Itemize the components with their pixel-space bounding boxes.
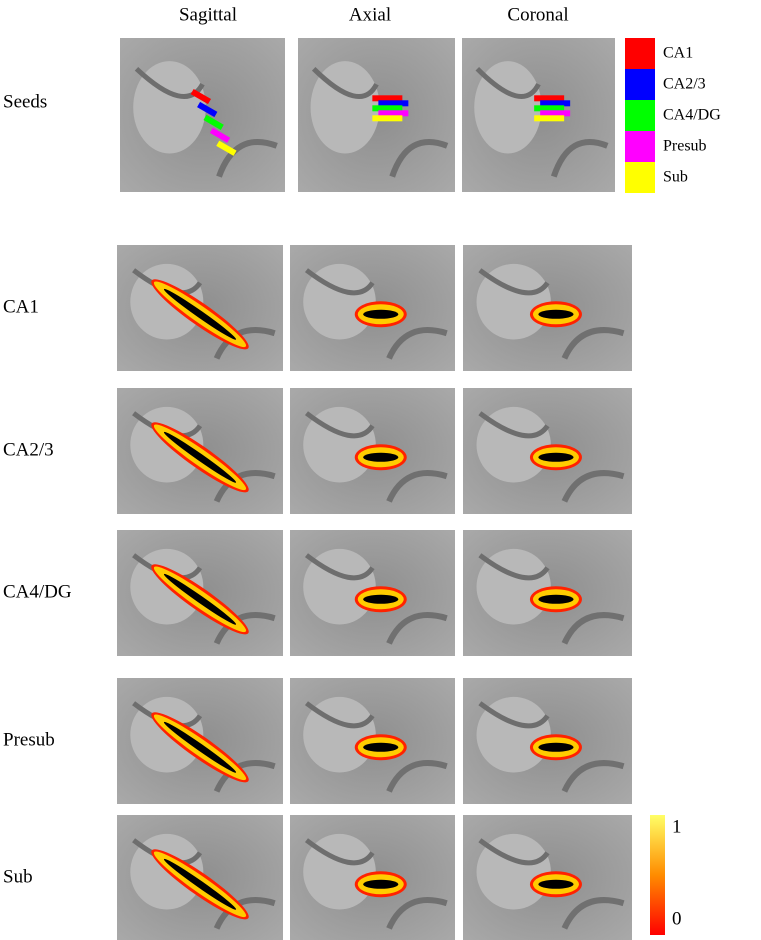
seed-region (534, 115, 565, 122)
sulcus (304, 411, 375, 439)
seed-core (363, 309, 399, 319)
legend-swatch (625, 131, 655, 162)
seed-core (538, 309, 574, 319)
legend-label: CA4/DG (663, 107, 721, 124)
legend-label: CA2/3 (663, 76, 706, 93)
sulcus (311, 67, 379, 99)
column-header: Sagittal (179, 4, 237, 25)
sulcus (475, 67, 541, 99)
brain-slice (120, 38, 285, 192)
row-label: CA2/3 (3, 439, 54, 460)
brain-slice (117, 530, 283, 656)
sulcus (478, 411, 550, 439)
sulcus (216, 139, 278, 178)
column-header: Axial (349, 4, 391, 25)
seed-core (538, 742, 574, 752)
seed-core (363, 452, 399, 462)
sulcus (304, 268, 375, 296)
colorbar (650, 815, 665, 935)
brain-slice (462, 38, 615, 192)
seed-region (190, 88, 211, 105)
sulcus (386, 327, 448, 360)
legend-label: Presub (663, 138, 707, 155)
sulcus (386, 470, 448, 503)
sulcus (561, 760, 625, 793)
sulcus (478, 838, 550, 866)
legend-swatch (625, 69, 655, 100)
seed-region (203, 114, 224, 130)
sulcus (478, 701, 550, 729)
sulcus (304, 701, 375, 729)
row-label: Seeds (3, 91, 47, 112)
seed-core (163, 288, 237, 340)
seed-core (538, 594, 574, 604)
seed-region (197, 101, 218, 118)
sulcus (561, 612, 625, 645)
legend-swatch (625, 38, 655, 69)
sulcus (561, 470, 625, 503)
seed-core (163, 573, 237, 625)
seed-region (372, 105, 403, 112)
seed-region (534, 95, 565, 102)
row-label: Presub (3, 729, 55, 750)
seed-region (209, 127, 231, 143)
sulcus (389, 139, 449, 178)
column-header: Coronal (507, 4, 568, 25)
sulcus (386, 897, 448, 930)
sulcus (478, 553, 550, 581)
colorbar-min-label: 0 (672, 908, 682, 929)
legend-swatch (625, 100, 655, 131)
seed-region (372, 95, 403, 102)
seed-core (363, 594, 399, 604)
sulcus (304, 838, 375, 866)
seed-core (163, 858, 237, 910)
seed-core (363, 879, 399, 889)
sulcus (304, 553, 375, 581)
seed-core (538, 879, 574, 889)
seed-region (534, 105, 565, 112)
sulcus (386, 760, 448, 793)
sulcus (561, 327, 625, 360)
colorbar-max-label: 1 (672, 816, 682, 837)
brain-slice (298, 38, 455, 192)
seed-region (378, 100, 409, 107)
legend-label: Sub (663, 169, 688, 186)
legend-swatch (625, 162, 655, 193)
seed-region (540, 100, 571, 107)
seed-region (540, 110, 571, 117)
seed-core (538, 452, 574, 462)
seed-region (378, 110, 409, 117)
seed-core (363, 742, 399, 752)
sulcus (134, 66, 205, 100)
sulcus (478, 268, 550, 296)
seed-region (372, 115, 403, 122)
row-label: Sub (3, 866, 33, 887)
sulcus (386, 612, 448, 645)
legend-label: CA1 (663, 45, 693, 62)
sulcus (561, 897, 625, 930)
brain-slice (463, 815, 632, 940)
row-label: CA1 (3, 296, 39, 317)
seed-core (163, 431, 237, 483)
brain-slice (290, 678, 455, 804)
brain-slice (463, 245, 632, 371)
seed-core (163, 721, 237, 773)
row-label: CA4/DG (3, 581, 72, 602)
seed-region (216, 140, 237, 156)
sulcus (550, 139, 609, 178)
